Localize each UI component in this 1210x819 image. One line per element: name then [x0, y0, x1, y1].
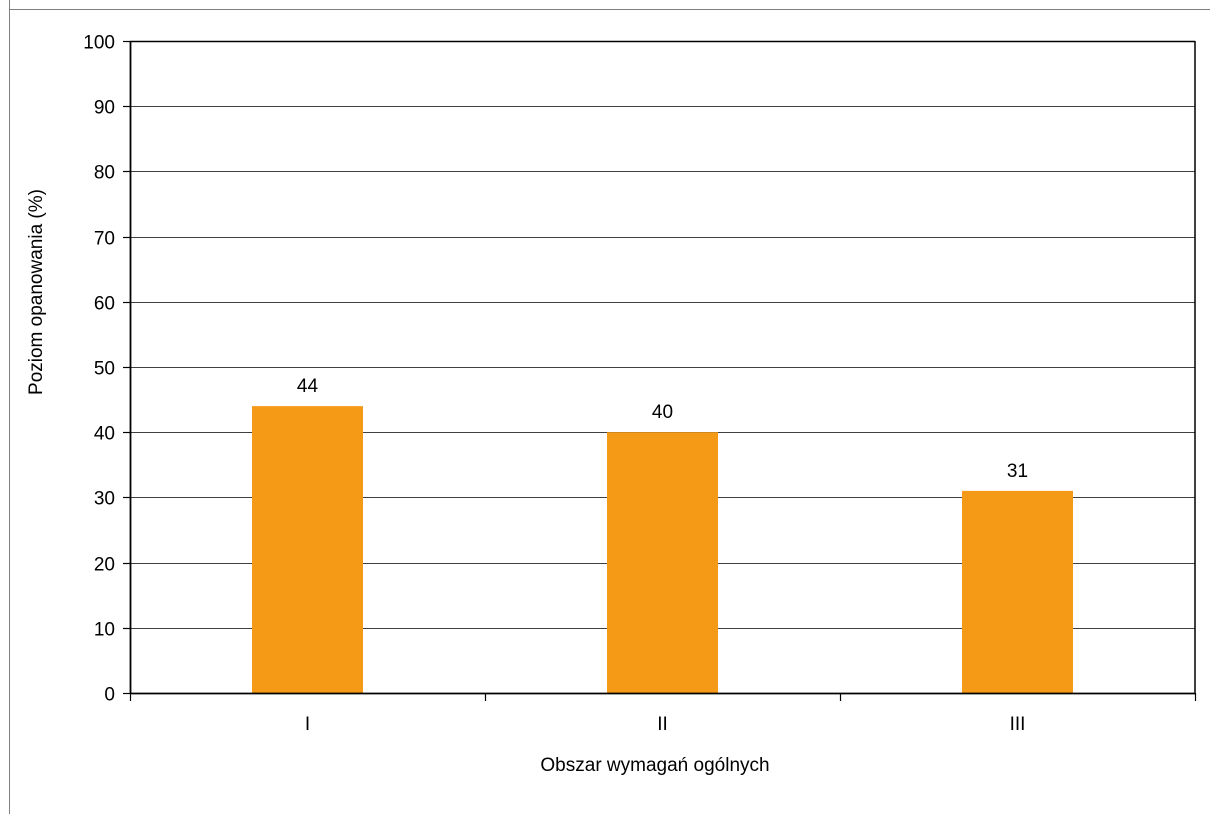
bars	[252, 406, 1073, 693]
y-tick-label: 90	[94, 98, 115, 119]
bar-III	[962, 490, 1073, 693]
axes	[123, 40, 1197, 701]
x-tick-labels: I II III	[305, 714, 1026, 735]
bar-I	[252, 406, 363, 693]
x-tick-label: I	[305, 714, 310, 735]
y-tick-label: 60	[94, 294, 115, 315]
data-label: 31	[1007, 461, 1028, 482]
y-tick-label: 80	[94, 163, 115, 184]
y-tick-label: 70	[94, 229, 115, 250]
x-axis-title: Obszar wymagań ogólnych	[540, 755, 769, 776]
data-label: 40	[652, 402, 673, 423]
y-tick-label: 40	[94, 424, 115, 445]
data-label: 44	[297, 376, 319, 397]
y-tick-label: 0	[104, 685, 115, 706]
y-tick-label: 20	[94, 555, 115, 576]
x-tick-label: III	[1010, 714, 1026, 735]
y-tick-label: 10	[94, 620, 115, 641]
bar-II	[607, 432, 718, 693]
chart-border	[9, 0, 1210, 814]
y-tick-label: 50	[94, 359, 115, 380]
y-axis-title: Poziom opanowania (%)	[26, 189, 47, 395]
y-tick-label: 30	[94, 489, 115, 510]
y-tick-labels: 0 10 20 30 40 50 60 70 80 90 100	[83, 33, 115, 706]
y-tick-label: 100	[83, 33, 115, 54]
x-tick-label: II	[657, 714, 668, 735]
data-labels: 44 40 31	[297, 376, 1028, 482]
